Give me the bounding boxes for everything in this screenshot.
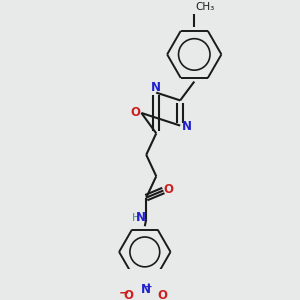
Text: O: O	[123, 289, 133, 300]
Text: O: O	[157, 289, 167, 300]
Text: O: O	[130, 106, 140, 119]
Text: +: +	[145, 282, 153, 291]
Text: N: N	[150, 81, 161, 94]
Text: CH₃: CH₃	[195, 2, 214, 12]
Text: H: H	[132, 213, 140, 223]
Text: N: N	[140, 283, 150, 296]
Text: −: −	[118, 286, 129, 300]
Text: N: N	[136, 211, 146, 224]
Text: O: O	[164, 183, 173, 196]
Text: N: N	[182, 120, 191, 133]
